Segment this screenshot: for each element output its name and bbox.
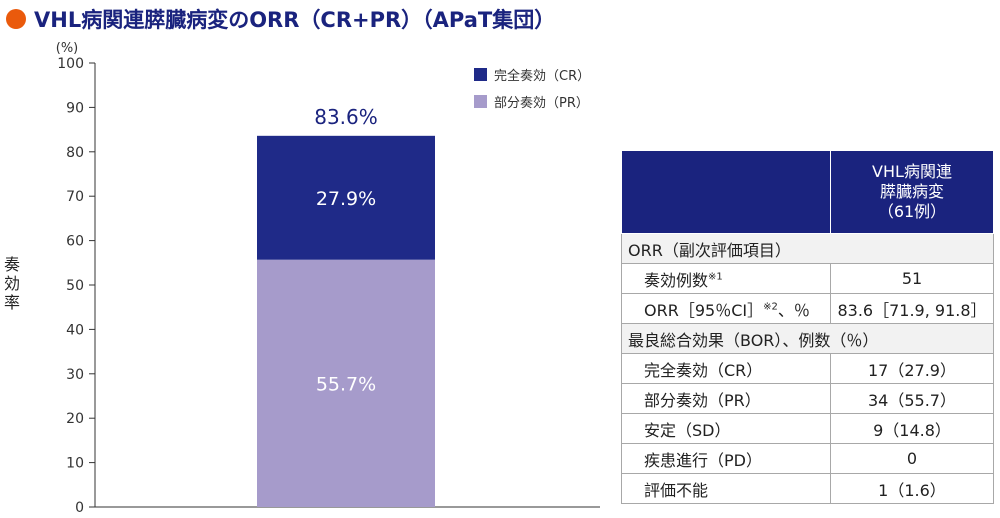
y-tick-label: 50 <box>66 278 84 294</box>
legend-swatch-pr <box>474 95 487 108</box>
header-line-3: （61例） <box>877 202 947 221</box>
y-tick-label: 100 <box>57 56 84 72</box>
y-tick-label: 30 <box>66 367 84 383</box>
y-tick-label: 90 <box>66 100 84 116</box>
legend-label-cr: 完全奏効（CR） <box>494 69 591 84</box>
legend-swatch-cr <box>474 68 487 81</box>
y-axis-label: 奏効率 <box>3 255 20 312</box>
table-cell-label: ORR［95％CI］※2、％ <box>621 293 831 324</box>
table-row: 部分奏効（PR） 34（55.7） <box>621 383 994 414</box>
table-row: 評価不能 1（1.6） <box>621 473 994 504</box>
table-header-row: VHL病関連 膵臓病変 （61例） <box>621 150 994 234</box>
header-line-2: 膵臓病変 <box>879 182 944 201</box>
table-cell-label: 奏効例数※1 <box>621 263 831 294</box>
title-row: VHL病関連膵臓病変のORR（CR+PR）（APaT集団） <box>6 4 555 34</box>
y-tick-label: 10 <box>66 456 84 472</box>
y-tick-label: 60 <box>66 234 84 250</box>
table-cell-label: 部分奏効（PR） <box>621 383 831 414</box>
table-cell-label: 評価不能 <box>621 473 831 504</box>
data-label-total: 83.6% <box>314 105 378 129</box>
table-cell-label: 安定（SD） <box>621 413 831 444</box>
results-table: VHL病関連 膵臓病変 （61例） ORR（副次評価項目） 奏効例数※1 51 … <box>621 150 994 504</box>
table-cell-value: 34（55.7） <box>830 383 994 414</box>
bar-segment-pr <box>257 259 435 507</box>
orr-bar-chart: 0 10 20 30 40 50 60 70 80 90 100(%) 55.7% 27.9% 83.6% <box>56 41 600 516</box>
y-tick-label: 0 <box>75 500 84 516</box>
table-cell-label: 完全奏効（CR） <box>621 353 831 384</box>
y-tick-label: 40 <box>66 322 84 338</box>
table-cell-value: 9（14.8） <box>830 413 994 444</box>
table-row: 完全奏効（CR） 17（27.9） <box>621 353 994 384</box>
title-bullet-icon <box>6 9 26 29</box>
legend-item-cr: 完全奏効（CR） <box>474 61 590 88</box>
table-row: 疾患進行（PD） 0 <box>621 443 994 474</box>
table-row: 安定（SD） 9（14.8） <box>621 413 994 444</box>
table-cell-value: 17（27.9） <box>830 353 994 384</box>
data-label-cr: 27.9% <box>316 188 376 210</box>
legend-item-pr: 部分奏効（PR） <box>474 88 590 115</box>
table-header-population: VHL病関連 膵臓病変 （61例） <box>830 150 994 234</box>
table-cell-value: 83.6［71.9, 91.8］ <box>830 293 994 324</box>
y-tick-label: 70 <box>66 189 84 205</box>
y-unit-label: (%) <box>56 41 79 56</box>
table-row-orr-section: ORR（副次評価項目） <box>621 233 994 264</box>
legend-label-pr: 部分奏効（PR） <box>494 96 589 111</box>
table-cell-value: 1（1.6） <box>830 473 994 504</box>
chart-legend: 完全奏効（CR） 部分奏効（PR） <box>474 61 590 115</box>
table-row: 奏効例数※1 51 <box>621 263 994 294</box>
header-line-1: VHL病関連 <box>872 162 952 181</box>
table-row-bor-section: 最良総合効果（BOR）、例数（％） <box>621 323 994 354</box>
table-section-label: 最良総合効果（BOR）、例数（％） <box>621 323 994 354</box>
table-cell-value: 51 <box>830 263 994 294</box>
y-tick-label: 80 <box>66 145 84 161</box>
table-cell-value: 0 <box>830 443 994 474</box>
bar-segment-cr <box>257 135 435 260</box>
y-tick-label: 20 <box>66 411 84 427</box>
table-row: ORR［95％CI］※2、％ 83.6［71.9, 91.8］ <box>621 293 994 324</box>
table-section-label: ORR（副次評価項目） <box>621 233 994 264</box>
data-label-pr: 55.7% <box>316 373 376 395</box>
page-title: VHL病関連膵臓病変のORR（CR+PR）（APaT集団） <box>34 8 556 32</box>
table-header-blank <box>621 150 831 234</box>
table-cell-label: 疾患進行（PD） <box>621 443 831 474</box>
